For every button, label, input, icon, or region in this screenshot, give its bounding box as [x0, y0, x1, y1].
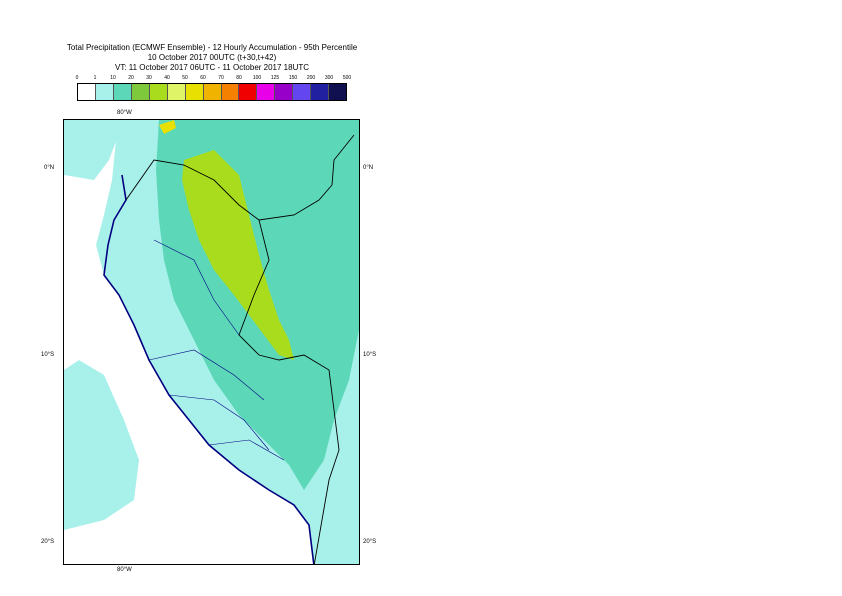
legend-swatch-5 — [167, 84, 186, 100]
legend-label-1: 1 — [93, 75, 97, 81]
offshore-patch-north — [64, 120, 124, 180]
legend-swatch-3 — [131, 84, 150, 100]
legend-label-11: 125 — [270, 75, 280, 81]
lat-label-left-20: 20°S — [41, 539, 55, 545]
offshore-patch — [64, 360, 139, 530]
legend-swatch-8 — [221, 84, 240, 100]
legend-label-0: 0 — [75, 75, 79, 81]
legend-label-3: 20 — [128, 75, 134, 81]
lat-label-left-0: 0°N — [44, 165, 55, 171]
legend-colorbar — [77, 83, 347, 101]
lat-label-right-20: 20°S — [363, 539, 377, 545]
legend-label-10: 100 — [252, 75, 262, 81]
legend-label-13: 200 — [306, 75, 316, 81]
lon-label-top: 80°W — [117, 110, 132, 116]
map-svg — [64, 120, 359, 564]
legend-swatch-6 — [185, 84, 204, 100]
legend-label-9: 80 — [236, 75, 242, 81]
legend-swatch-7 — [203, 84, 222, 100]
legend-swatch-14 — [329, 84, 347, 100]
lat-label-right-0: 0°N — [363, 165, 374, 171]
border-east — [238, 219, 340, 564]
intense-cell — [159, 120, 176, 134]
legend-label-5: 40 — [164, 75, 170, 81]
legend-swatch-9 — [239, 84, 258, 100]
legend-label-14: 300 — [324, 75, 334, 81]
valid-time: VT: 11 October 2017 06UTC - 11 October 2… — [114, 63, 310, 72]
legend-swatch-10 — [257, 84, 276, 100]
legend-label-7: 60 — [200, 75, 206, 81]
legend-swatch-1 — [95, 84, 114, 100]
legend-label-8: 70 — [218, 75, 224, 81]
legend-swatch-4 — [149, 84, 168, 100]
legend-label-6: 50 — [182, 75, 188, 81]
base-time: 10 October 2017 00UTC (t+30,t+42) — [147, 53, 277, 62]
precipitation-map — [63, 119, 360, 565]
coastline — [103, 174, 315, 564]
legend-label-15: 500 — [342, 75, 352, 81]
lat-label-left-10: 10°S — [41, 352, 55, 358]
legend-swatch-0 — [78, 84, 96, 100]
legend-label-12: 150 — [288, 75, 298, 81]
lat-label-right-10: 10°S — [363, 352, 377, 358]
legend-swatch-2 — [113, 84, 132, 100]
legend-label-4: 30 — [146, 75, 152, 81]
heavy-precip-zone — [182, 150, 294, 360]
lon-label-bottom: 80°W — [117, 567, 132, 573]
province-lines — [148, 239, 285, 461]
legend-swatch-12 — [293, 84, 312, 100]
legend-swatch-13 — [311, 84, 330, 100]
legend-label-2: 10 — [110, 75, 116, 81]
legend-swatch-11 — [275, 84, 294, 100]
chart-title: Total Precipitation (ECMWF Ensemble) - 1… — [66, 43, 358, 52]
